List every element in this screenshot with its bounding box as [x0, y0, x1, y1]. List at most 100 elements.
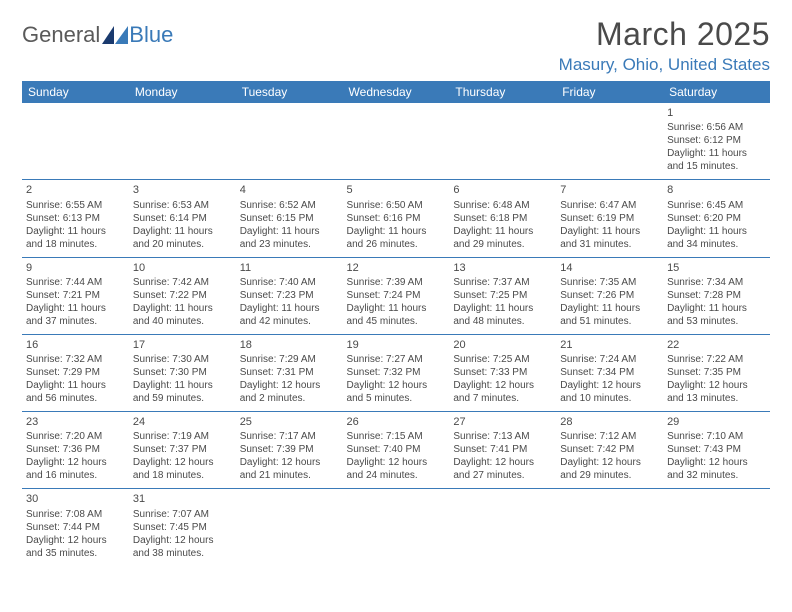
sunset-text: Sunset: 7:28 PM: [667, 289, 766, 302]
sunrise-text: Sunrise: 7:25 AM: [453, 353, 552, 366]
sunset-text: Sunset: 7:40 PM: [347, 443, 446, 456]
calendar-day-cell: 1Sunrise: 6:56 AMSunset: 6:12 PMDaylight…: [663, 103, 770, 180]
sunset-text: Sunset: 7:44 PM: [26, 521, 125, 534]
sunrise-text: Sunrise: 7:17 AM: [240, 430, 339, 443]
calendar-day-cell: 21Sunrise: 7:24 AMSunset: 7:34 PMDayligh…: [556, 334, 663, 411]
daylight-text: and 16 minutes.: [26, 469, 125, 482]
sunset-text: Sunset: 6:20 PM: [667, 212, 766, 225]
daylight-text: Daylight: 12 hours: [453, 456, 552, 469]
sunrise-text: Sunrise: 7:34 AM: [667, 276, 766, 289]
calendar-day-cell: 25Sunrise: 7:17 AMSunset: 7:39 PMDayligh…: [236, 412, 343, 489]
calendar-day-cell: 19Sunrise: 7:27 AMSunset: 7:32 PMDayligh…: [343, 334, 450, 411]
sunset-text: Sunset: 7:45 PM: [133, 521, 232, 534]
calendar-table: Sunday Monday Tuesday Wednesday Thursday…: [22, 81, 770, 566]
sunset-text: Sunset: 7:34 PM: [560, 366, 659, 379]
day-number: 16: [26, 338, 125, 352]
daylight-text: Daylight: 12 hours: [347, 456, 446, 469]
sunrise-text: Sunrise: 7:29 AM: [240, 353, 339, 366]
daylight-text: Daylight: 11 hours: [453, 225, 552, 238]
day-number: 21: [560, 338, 659, 352]
daylight-text: and 48 minutes.: [453, 315, 552, 328]
daylight-text: and 23 minutes.: [240, 238, 339, 251]
daylight-text: Daylight: 11 hours: [667, 147, 766, 160]
calendar-day-cell: 9Sunrise: 7:44 AMSunset: 7:21 PMDaylight…: [22, 257, 129, 334]
sunrise-text: Sunrise: 6:50 AM: [347, 199, 446, 212]
calendar-day-cell: 20Sunrise: 7:25 AMSunset: 7:33 PMDayligh…: [449, 334, 556, 411]
sunset-text: Sunset: 7:23 PM: [240, 289, 339, 302]
daylight-text: and 18 minutes.: [133, 469, 232, 482]
sunset-text: Sunset: 6:14 PM: [133, 212, 232, 225]
daylight-text: Daylight: 11 hours: [560, 302, 659, 315]
sunset-text: Sunset: 7:21 PM: [26, 289, 125, 302]
calendar-day-cell: 18Sunrise: 7:29 AMSunset: 7:31 PMDayligh…: [236, 334, 343, 411]
calendar-day-cell: 26Sunrise: 7:15 AMSunset: 7:40 PMDayligh…: [343, 412, 450, 489]
brand-blue-text: Blue: [129, 22, 173, 48]
sunrise-text: Sunrise: 7:08 AM: [26, 508, 125, 521]
sunrise-text: Sunrise: 6:45 AM: [667, 199, 766, 212]
daylight-text: and 29 minutes.: [560, 469, 659, 482]
calendar-day-cell: [236, 103, 343, 180]
sail-icon: [102, 26, 128, 44]
calendar-day-cell: 13Sunrise: 7:37 AMSunset: 7:25 PMDayligh…: [449, 257, 556, 334]
day-number: 12: [347, 261, 446, 275]
daylight-text: Daylight: 11 hours: [26, 225, 125, 238]
daylight-text: and 32 minutes.: [667, 469, 766, 482]
calendar-day-cell: 15Sunrise: 7:34 AMSunset: 7:28 PMDayligh…: [663, 257, 770, 334]
day-number: 14: [560, 261, 659, 275]
calendar-day-cell: [556, 103, 663, 180]
calendar-day-cell: [343, 489, 450, 566]
sunrise-text: Sunrise: 7:44 AM: [26, 276, 125, 289]
calendar-day-cell: 29Sunrise: 7:10 AMSunset: 7:43 PMDayligh…: [663, 412, 770, 489]
day-number: 28: [560, 415, 659, 429]
sunrise-text: Sunrise: 7:13 AM: [453, 430, 552, 443]
daylight-text: and 37 minutes.: [26, 315, 125, 328]
daylight-text: and 27 minutes.: [453, 469, 552, 482]
daylight-text: and 31 minutes.: [560, 238, 659, 251]
page-container: General Blue March 2025 Masury, Ohio, Un…: [0, 0, 792, 582]
calendar-day-cell: [343, 103, 450, 180]
daylight-text: and 35 minutes.: [26, 547, 125, 560]
day-number: 31: [133, 492, 232, 506]
daylight-text: and 21 minutes.: [240, 469, 339, 482]
daylight-text: and 29 minutes.: [453, 238, 552, 251]
day-number: 22: [667, 338, 766, 352]
sunset-text: Sunset: 7:31 PM: [240, 366, 339, 379]
sunset-text: Sunset: 7:35 PM: [667, 366, 766, 379]
calendar-day-cell: 10Sunrise: 7:42 AMSunset: 7:22 PMDayligh…: [129, 257, 236, 334]
brand-general-text: General: [22, 22, 100, 48]
day-number: 17: [133, 338, 232, 352]
daylight-text: and 51 minutes.: [560, 315, 659, 328]
brand-logo: General Blue: [22, 16, 173, 48]
daylight-text: Daylight: 11 hours: [133, 302, 232, 315]
weekday-header: Monday: [129, 81, 236, 103]
daylight-text: and 56 minutes.: [26, 392, 125, 405]
day-number: 30: [26, 492, 125, 506]
daylight-text: Daylight: 11 hours: [347, 225, 446, 238]
calendar-day-cell: 22Sunrise: 7:22 AMSunset: 7:35 PMDayligh…: [663, 334, 770, 411]
title-area: March 2025 Masury, Ohio, United States: [559, 16, 770, 75]
daylight-text: Daylight: 11 hours: [133, 379, 232, 392]
sunset-text: Sunset: 7:24 PM: [347, 289, 446, 302]
daylight-text: Daylight: 12 hours: [560, 456, 659, 469]
sunset-text: Sunset: 6:13 PM: [26, 212, 125, 225]
day-number: 7: [560, 183, 659, 197]
calendar-week-row: 16Sunrise: 7:32 AMSunset: 7:29 PMDayligh…: [22, 334, 770, 411]
sunrise-text: Sunrise: 7:12 AM: [560, 430, 659, 443]
sunset-text: Sunset: 7:41 PM: [453, 443, 552, 456]
day-number: 20: [453, 338, 552, 352]
daylight-text: and 18 minutes.: [26, 238, 125, 251]
calendar-body: 1Sunrise: 6:56 AMSunset: 6:12 PMDaylight…: [22, 103, 770, 566]
calendar-week-row: 2Sunrise: 6:55 AMSunset: 6:13 PMDaylight…: [22, 180, 770, 257]
daylight-text: and 15 minutes.: [667, 160, 766, 173]
calendar-week-row: 23Sunrise: 7:20 AMSunset: 7:36 PMDayligh…: [22, 412, 770, 489]
sunrise-text: Sunrise: 7:37 AM: [453, 276, 552, 289]
weekday-header: Sunday: [22, 81, 129, 103]
calendar-day-cell: [236, 489, 343, 566]
daylight-text: and 26 minutes.: [347, 238, 446, 251]
sunset-text: Sunset: 6:19 PM: [560, 212, 659, 225]
sunrise-text: Sunrise: 7:07 AM: [133, 508, 232, 521]
day-number: 26: [347, 415, 446, 429]
calendar-day-cell: [22, 103, 129, 180]
daylight-text: Daylight: 12 hours: [133, 534, 232, 547]
calendar-day-cell: 28Sunrise: 7:12 AMSunset: 7:42 PMDayligh…: [556, 412, 663, 489]
